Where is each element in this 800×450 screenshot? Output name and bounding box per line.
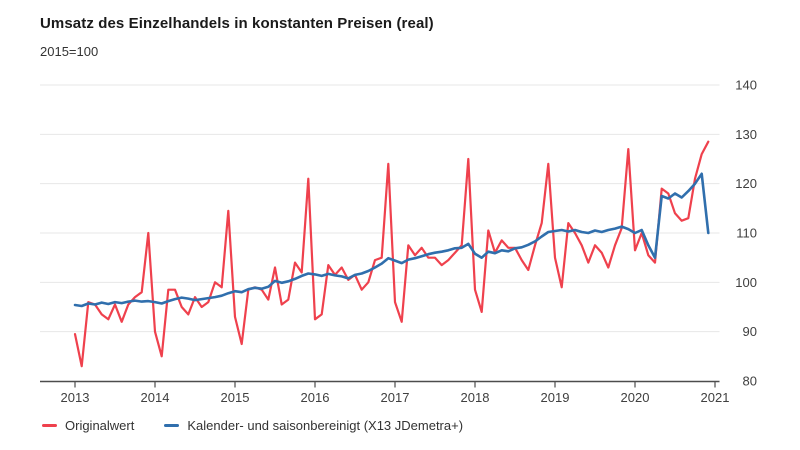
y-axis-tick-label: 100 xyxy=(735,275,757,290)
legend-item-saisonbereinigt[interactable]: Kalender- und saisonbereinigt (X13 JDeme… xyxy=(164,418,463,433)
y-axis-tick-label: 120 xyxy=(735,176,757,191)
x-axis-tick-label: 2015 xyxy=(221,390,250,405)
x-axis-tick-label: 2020 xyxy=(621,390,650,405)
legend-label: Originalwert xyxy=(65,418,135,433)
x-axis-tick-label: 2016 xyxy=(301,390,330,405)
y-axis-tick-label: 90 xyxy=(743,324,757,339)
series-saisonbereinigt-line xyxy=(73,172,710,308)
y-axis-tick-label: 110 xyxy=(736,226,757,241)
saisonbereinigt-line-swatch-icon xyxy=(164,424,180,427)
chart-subtitle: 2015=100 xyxy=(40,44,99,59)
originalwert-line-swatch-icon xyxy=(42,424,57,427)
legend-label: Kalender- und saisonbereinigt (X13 JDeme… xyxy=(187,418,464,433)
x-axis-tick-label: 2017 xyxy=(381,390,410,405)
x-axis-tick-label: 2019 xyxy=(541,390,570,405)
series-originalwert-line xyxy=(73,140,710,368)
y-axis-tick-label: 80 xyxy=(743,374,757,389)
y-axis-tick-label: 140 xyxy=(735,78,757,93)
x-axis-tick-label: 2021 xyxy=(701,390,730,405)
chart-legend: Originalwert Kalender- und saisonbereini… xyxy=(42,418,463,433)
x-axis-tick-label: 2018 xyxy=(461,390,490,405)
y-axis-tick-label: 130 xyxy=(735,127,757,142)
x-axis-tick-label: 2013 xyxy=(61,390,90,405)
legend-item-originalwert[interactable]: Originalwert xyxy=(42,418,134,433)
page-title: Umsatz des Einzelhandels in konstanten P… xyxy=(40,15,434,32)
x-axis-tick-label: 2014 xyxy=(141,390,170,405)
